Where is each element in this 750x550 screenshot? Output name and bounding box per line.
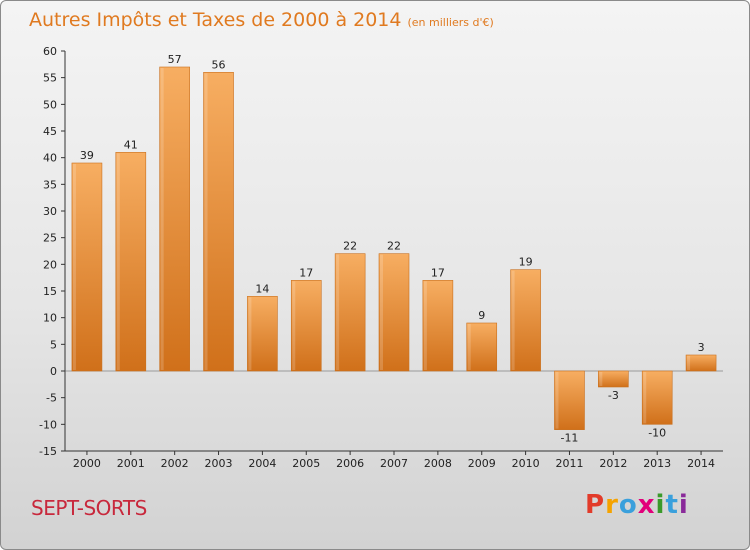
y-tick-label: 15 (43, 285, 57, 298)
bar-2009 (466, 322, 498, 372)
chart-title-text: Autres Impôts et Taxes de 2000 à 2014 (29, 9, 402, 31)
bar-sheen (511, 270, 515, 370)
y-tick-label: 25 (43, 232, 57, 245)
x-tick-label: 2010 (512, 457, 540, 470)
bar-2013 (641, 370, 673, 425)
bars (71, 66, 717, 430)
y-tick-label: 30 (43, 205, 57, 218)
bar-sheen (423, 281, 427, 370)
y-tick-label: 5 (50, 338, 57, 351)
y-tick-label: 10 (43, 312, 57, 325)
bar-sheen (116, 153, 120, 370)
y-tick-label: 55 (43, 72, 57, 85)
x-tick-label: 2000 (73, 457, 101, 470)
data-label: 14 (255, 282, 269, 295)
x-tick-label: 2008 (424, 457, 452, 470)
logo-letter: i (655, 490, 666, 520)
x-tick-label: 2003 (205, 457, 233, 470)
x-tick-label: 2013 (643, 457, 671, 470)
y-tick-label: -15 (39, 445, 57, 458)
bar-2004 (247, 296, 278, 372)
bar-sheen (599, 372, 603, 386)
commune-name: SEPT-SORTS (31, 496, 147, 520)
bar-sheen (248, 297, 252, 370)
bar-sheen (467, 324, 471, 370)
bar-sheen (72, 164, 76, 370)
bar-sheen (555, 372, 559, 429)
x-tick-label: 2012 (599, 457, 627, 470)
logo-letter: t (665, 490, 679, 520)
data-label: 56 (212, 58, 226, 71)
data-label: 39 (80, 149, 94, 162)
data-label: 22 (343, 240, 357, 253)
bar-2006 (334, 253, 366, 372)
bar-2012 (598, 370, 629, 388)
data-label: 57 (168, 53, 182, 66)
bar-sheen (643, 372, 647, 424)
bar-2002 (159, 66, 190, 372)
bar-2005 (290, 280, 322, 372)
chart-title: Autres Impôts et Taxes de 2000 à 2014 (en… (29, 9, 494, 31)
data-label: 19 (519, 256, 533, 269)
logo-letter: x (637, 490, 656, 520)
bar-sheen (336, 254, 340, 370)
x-tick-label: 2002 (161, 457, 189, 470)
y-tick-label: 20 (43, 258, 57, 271)
bar-2003 (203, 72, 234, 372)
bar-2000 (71, 162, 103, 372)
bar-2007 (378, 253, 410, 372)
x-tick-label: 2004 (248, 457, 276, 470)
data-label: 9 (478, 309, 485, 322)
y-tick-label: 60 (43, 45, 57, 58)
data-label: -11 (560, 432, 578, 445)
y-tick-label: 35 (43, 178, 57, 191)
x-tick-label: 2009 (468, 457, 496, 470)
logo-letter: r (605, 490, 619, 520)
data-label: 3 (698, 341, 705, 354)
logo-letter: i (678, 490, 689, 520)
chart-subtitle: (en milliers d'€) (407, 16, 494, 29)
data-label: -3 (608, 389, 619, 402)
x-tick-label: 2011 (555, 457, 583, 470)
x-tick-label: 2006 (336, 457, 364, 470)
data-label: 41 (124, 138, 138, 151)
data-label: 17 (299, 266, 313, 279)
y-tick-label: -5 (46, 392, 57, 405)
x-tick-label: 2005 (292, 457, 320, 470)
data-label: -10 (648, 426, 666, 439)
y-tick-label: 40 (43, 152, 57, 165)
bar-sheen (687, 356, 691, 370)
data-label: 17 (431, 266, 445, 279)
data-label: 22 (387, 240, 401, 253)
data-labels: 39 41 57 56 14 17 22 22 17 9 19 -11 -3 -10 3 (80, 53, 705, 445)
y-tick-label: 45 (43, 125, 57, 138)
logo-letter: P (585, 490, 606, 520)
bar-sheen (380, 254, 383, 370)
bar-sheen (160, 68, 164, 370)
bar-sheen (292, 281, 296, 370)
x-tick-label: 2001 (117, 457, 145, 470)
bar-sheen (204, 73, 208, 370)
x-tick-label: 2014 (687, 457, 715, 470)
x-tick-label: 2007 (380, 457, 408, 470)
y-tick-label: 0 (50, 365, 57, 378)
logo-letter: o (618, 490, 638, 520)
y-tick-label: 50 (43, 98, 57, 111)
bar-2010 (510, 269, 541, 372)
bar-2014 (685, 354, 717, 372)
bar-2001 (115, 152, 147, 372)
proxiti-logo: Proxiti (585, 490, 689, 520)
y-tick-label: -10 (39, 418, 57, 431)
bar-2011 (554, 370, 585, 430)
bar-2008 (422, 280, 454, 372)
